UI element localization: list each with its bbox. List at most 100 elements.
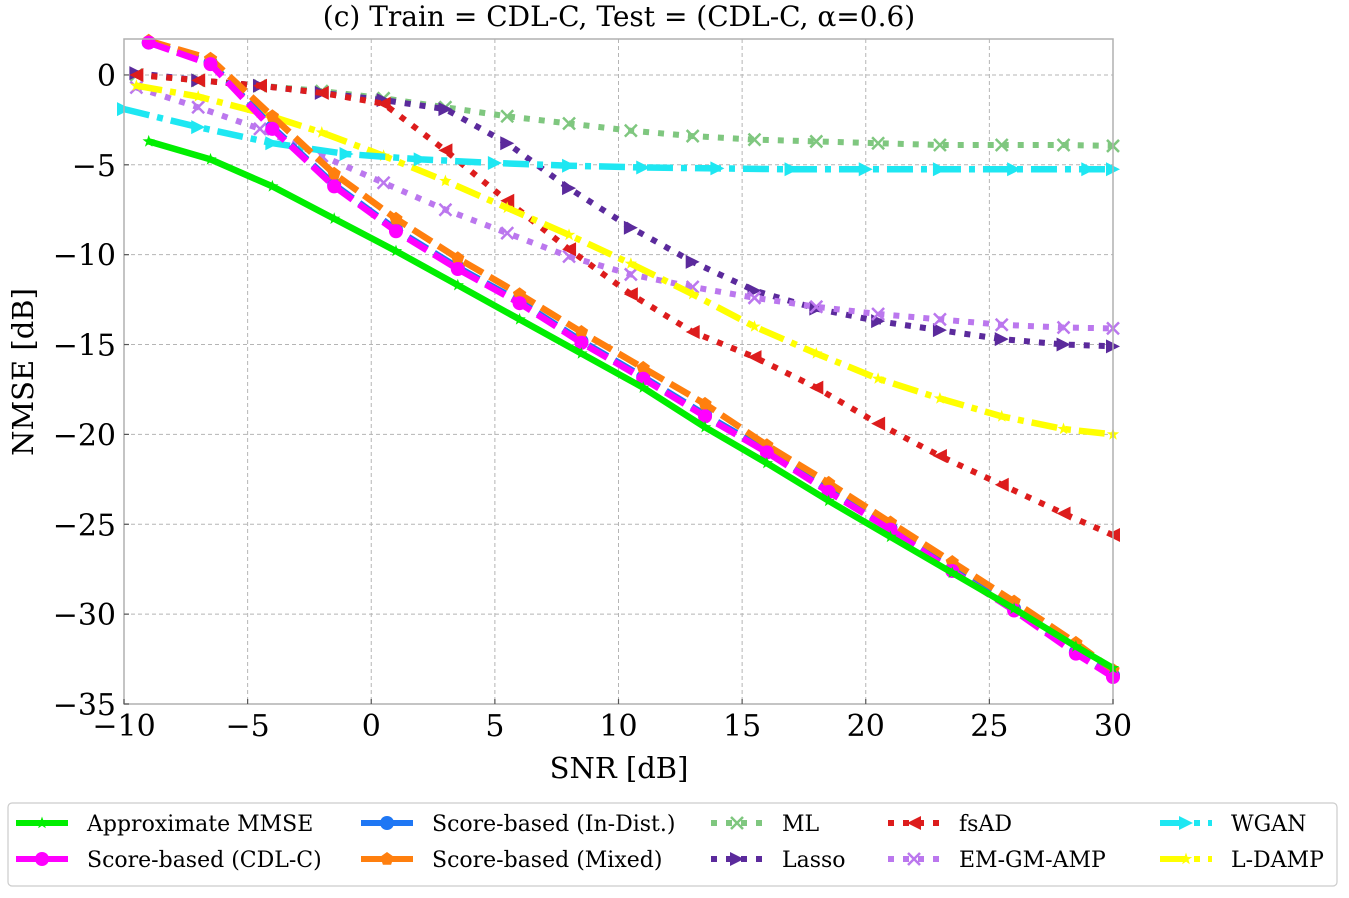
ml-point xyxy=(747,132,762,147)
approximate-mmse-point xyxy=(760,456,773,469)
fsad-point xyxy=(191,73,206,88)
l-damp-point xyxy=(130,79,143,91)
em-gm-amp-point xyxy=(809,299,824,314)
legend-swatch-marker xyxy=(1179,816,1193,830)
approximate-mmse-point xyxy=(637,381,650,393)
fsad-point xyxy=(438,143,453,158)
fsad-point xyxy=(871,416,886,431)
em-gm-amp-point xyxy=(253,121,267,136)
legend-item-ml: ML xyxy=(711,812,820,837)
approximate-mmse-point xyxy=(946,566,959,579)
legend-swatch-marker xyxy=(907,852,921,866)
ml-point xyxy=(562,116,576,131)
wgan-point xyxy=(487,156,502,171)
wgan-line xyxy=(123,105,1113,173)
score-based-mixed-point xyxy=(574,325,589,338)
x-tick-label: −5 xyxy=(226,709,270,744)
em-gm-amp-point xyxy=(933,312,947,327)
score-based-mixed-line xyxy=(147,37,1115,673)
legend-item-score-based-mixed: Score-based (Mixed) xyxy=(361,848,662,873)
lasso-point xyxy=(809,301,824,316)
x-tick-label: 30 xyxy=(1094,709,1132,744)
x-tick-label: 20 xyxy=(847,709,885,744)
y-tick-label: −30 xyxy=(53,598,116,633)
legend-item-em-gm-amp: EM-GM-AMP xyxy=(888,848,1106,873)
approximate-mmse-point xyxy=(513,312,526,325)
legend-label: WGAN xyxy=(1231,812,1306,837)
legend-item-lasso: Lasso xyxy=(711,848,846,873)
y-axis-label: NMSE [dB] xyxy=(6,288,40,456)
ml-point xyxy=(871,136,885,151)
fsad-point xyxy=(562,242,577,257)
l-damp-point xyxy=(871,372,885,384)
fsad-point xyxy=(376,96,391,111)
em-gm-amp-point xyxy=(500,226,515,240)
fsad-point xyxy=(747,350,762,365)
fsad-point xyxy=(129,67,144,82)
l-damp-line xyxy=(135,82,1114,438)
approximate-mmse-point xyxy=(1069,640,1083,652)
fsad-point xyxy=(994,477,1009,492)
fsad-point xyxy=(809,380,824,395)
approximate-mmse-point xyxy=(389,244,403,257)
l-damp-point xyxy=(501,201,514,214)
approximate-mmse-point xyxy=(204,152,217,165)
legend-item-score-based-in-dist: Score-based (In-Dist.) xyxy=(361,812,675,837)
wgan-point xyxy=(858,162,873,177)
x-tick-label: 15 xyxy=(723,709,761,744)
l-damp-point xyxy=(1057,422,1070,435)
approximate-mmse-point xyxy=(328,212,341,224)
lasso-point xyxy=(562,181,577,196)
wgan-point xyxy=(710,161,725,176)
wgan-point xyxy=(191,120,206,135)
approximate-mmse-line xyxy=(147,138,1115,671)
approximate-mmse-point xyxy=(1007,602,1021,614)
score-based-mixed-point xyxy=(945,555,959,568)
axis-ticks: −10 −5 0 5 10 15 20 25 30 0 −5 −10 −15 −20 −25 −30 −35 xyxy=(53,59,1132,744)
wgan-point xyxy=(413,152,428,167)
legend-swatch-marker xyxy=(35,852,49,866)
score-based-cdl-c-point xyxy=(388,224,403,239)
legend-label: EM-GM-AMP xyxy=(959,848,1106,873)
ml-point xyxy=(994,138,1009,152)
wgan-point xyxy=(265,136,280,151)
em-gm-amp-point xyxy=(871,307,885,321)
ml-point xyxy=(500,109,515,124)
fsad-point xyxy=(1056,506,1071,521)
legend-swatch-marker xyxy=(35,816,49,829)
l-damp-point xyxy=(562,228,576,241)
score-based-mixed-point xyxy=(698,396,712,410)
l-damp-point xyxy=(748,320,761,332)
approximate-mmse-point xyxy=(451,278,464,291)
y-tick-label: −25 xyxy=(53,508,116,543)
l-damp-point xyxy=(686,287,699,300)
legend-label: ML xyxy=(782,812,820,837)
score-based-cdl-c-point xyxy=(141,35,156,50)
series-fsad xyxy=(129,67,1120,543)
x-tick-label: 5 xyxy=(485,709,504,744)
score-based-cdl-c-point xyxy=(265,121,280,136)
x-axis-label: SNR [dB] xyxy=(550,751,689,785)
legend-swatch-marker xyxy=(1179,852,1193,865)
approximate-mmse-point xyxy=(142,134,155,147)
ml-point xyxy=(809,134,824,149)
score-based-cdl-c-point xyxy=(512,296,527,311)
fsad-point xyxy=(252,78,267,93)
fsad-point xyxy=(685,324,700,339)
fsad-line xyxy=(136,71,1115,538)
approximate-mmse-point xyxy=(884,530,897,543)
legend-label: L-DAMP xyxy=(1231,848,1324,873)
approximate-mmse-point xyxy=(698,420,712,433)
fsad-point xyxy=(932,448,947,463)
fsad-point xyxy=(314,85,329,100)
score-based-mixed-point xyxy=(451,251,465,264)
lasso-point xyxy=(1056,337,1071,352)
approximate-mmse-point xyxy=(266,179,279,192)
wgan-point xyxy=(562,158,577,173)
y-tick-label: −15 xyxy=(53,329,116,364)
em-gm-amp-point xyxy=(376,175,391,190)
score-based-cdl-c-point xyxy=(698,409,713,424)
lasso-point xyxy=(500,136,515,151)
fsad-point xyxy=(500,193,515,208)
score-based-cdl-c-point xyxy=(450,262,465,277)
